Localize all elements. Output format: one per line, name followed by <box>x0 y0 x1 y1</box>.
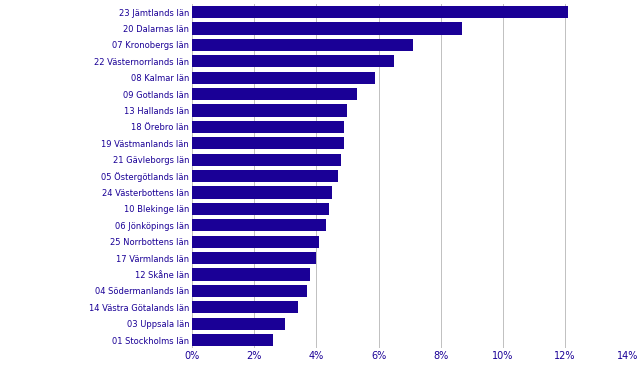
Bar <box>192 301 298 313</box>
Bar <box>192 154 341 166</box>
Bar <box>192 72 376 84</box>
Bar <box>192 203 329 215</box>
Bar <box>192 252 316 264</box>
Bar <box>192 334 273 346</box>
Bar <box>192 39 413 51</box>
Bar <box>192 6 568 18</box>
Bar <box>192 268 310 281</box>
Bar <box>192 219 326 231</box>
Bar <box>192 121 344 133</box>
Bar <box>192 22 463 34</box>
Bar <box>192 186 332 199</box>
Bar <box>192 55 394 67</box>
Bar <box>192 236 319 248</box>
Bar <box>192 104 348 116</box>
Bar <box>192 137 344 149</box>
Bar <box>192 88 356 100</box>
Bar <box>192 285 307 297</box>
Bar <box>192 170 338 182</box>
Bar <box>192 318 285 330</box>
